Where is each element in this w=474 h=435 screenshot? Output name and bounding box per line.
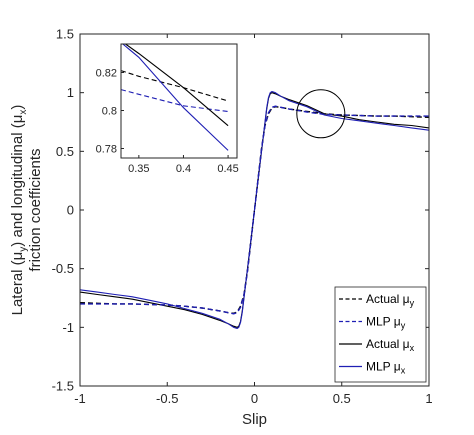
y-tick-label: -0.5: [52, 261, 74, 276]
x-tick-label: 0: [251, 391, 258, 406]
y-ticks: -1.5 -1 -0.5 0 0.5 1 1.5: [52, 27, 429, 394]
inset-x-ticks: 0.35 0.4 0.45: [128, 155, 239, 175]
legend-label: MLP μy: [366, 315, 406, 331]
x-tick-label: -0.5: [156, 391, 178, 406]
inset-series-layer: [121, 44, 229, 151]
y-axis-label: Lateral (μy) and longitudinal (μx) frict…: [9, 105, 44, 316]
inset-frame: [120, 43, 238, 159]
inset-x-tick-label: 0.45: [217, 163, 238, 175]
x-tick-label: 1: [425, 391, 432, 406]
x-tick-label: -1: [74, 391, 86, 406]
inset-line-mlp-x: [122, 44, 229, 151]
inset-y-tick-label: 0.8: [102, 106, 117, 118]
inset: 0.35 0.4 0.45 0.78 0.8 0.82: [96, 43, 239, 175]
inset-y-ticks: 0.78 0.8 0.82: [96, 68, 124, 156]
y-tick-label: 1: [67, 85, 74, 100]
legend-items: Actual μy MLP μy Actual μx MLP μx: [339, 292, 415, 376]
inset-area: [121, 44, 237, 158]
y-tick-label: 1.5: [56, 27, 74, 42]
y-tick-label: 0: [67, 203, 74, 218]
inset-x-tick-label: 0.35: [128, 163, 149, 175]
inset-line-actual-x: [125, 44, 229, 127]
legend: Actual μy MLP μy Actual μx MLP μx: [334, 286, 427, 383]
series-layer: [79, 90, 430, 330]
legend-label: Actual μy: [366, 292, 415, 308]
legend-label: MLP μx: [366, 360, 406, 376]
y-tick-label: -1.5: [52, 379, 74, 394]
y-axis-label-line1: Lateral (μy) and longitudinal (μx): [9, 105, 29, 316]
highlight-circle: [296, 89, 346, 139]
inset-line-mlp-y: [121, 89, 229, 113]
series-line-mlp-y: [80, 105, 429, 315]
inset-y-tick-label: 0.78: [96, 144, 117, 156]
x-axis-label: Slip: [242, 411, 267, 428]
x-ticks: -1 -0.5 0 0.5 1: [74, 34, 433, 406]
y-tick-label: -1: [62, 320, 74, 335]
legend-label: Actual μx: [366, 337, 415, 353]
y-axis-label-line2: friction coefficients: [27, 148, 44, 271]
inset-y-tick-label: 0.82: [96, 68, 117, 80]
x-tick-label: 0.5: [333, 391, 351, 406]
inset-x-tick-label: 0.4: [176, 163, 191, 175]
y-tick-label: 0.5: [56, 144, 74, 159]
